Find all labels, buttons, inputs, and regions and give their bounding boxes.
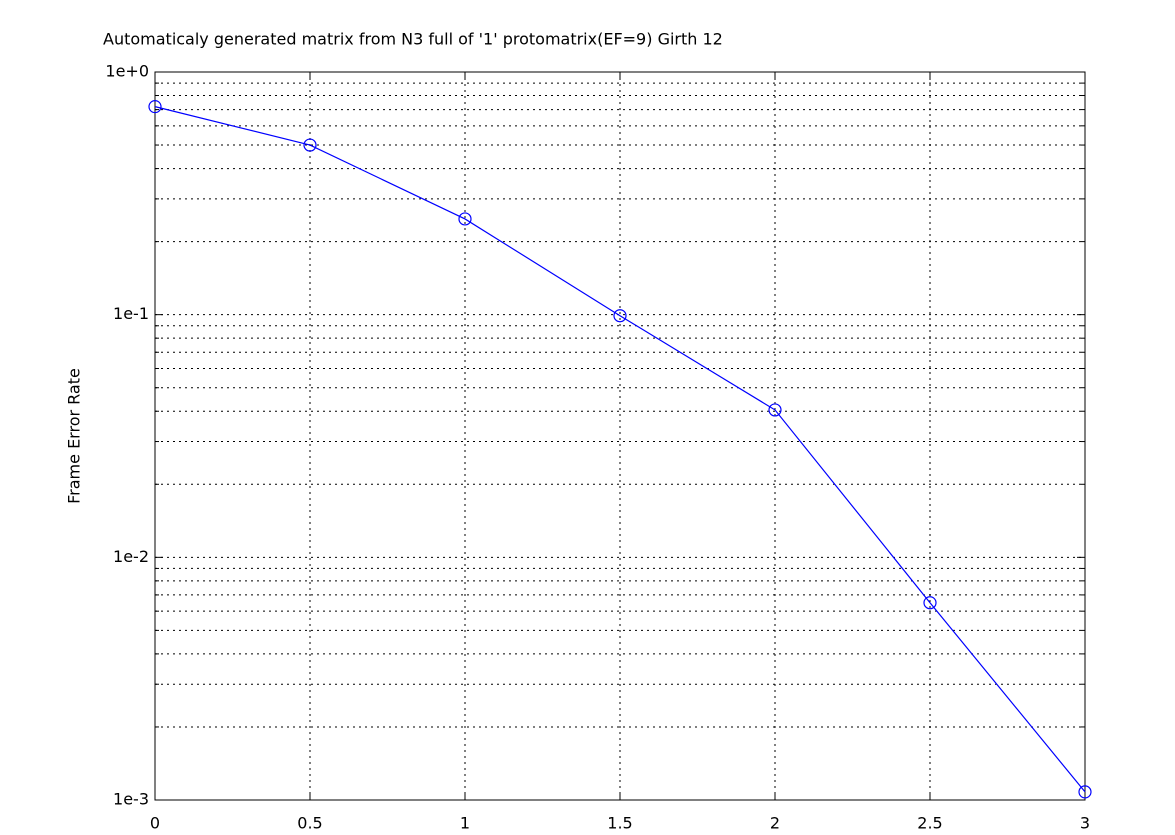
y-tick-label: 1e+0 xyxy=(105,62,149,81)
x-tick-label: 2 xyxy=(770,814,780,833)
data-point xyxy=(613,309,627,323)
data-point xyxy=(1078,785,1092,799)
x-tick-label: 3 xyxy=(1080,814,1090,833)
data-point xyxy=(923,596,937,610)
data-point xyxy=(458,212,472,226)
x-tick-label: 0 xyxy=(150,814,160,833)
data-point xyxy=(768,403,782,417)
data-point xyxy=(303,138,317,152)
y-tick-label: 1e-2 xyxy=(113,547,149,566)
x-tick-label: 0.5 xyxy=(297,814,322,833)
data-point xyxy=(148,100,162,114)
x-tick-label: 2.5 xyxy=(917,814,942,833)
x-tick-label: 1.5 xyxy=(607,814,632,833)
series-line xyxy=(154,106,1086,793)
x-tick-label: 1 xyxy=(460,814,470,833)
y-axis-label: Frame Error Rate xyxy=(65,368,84,504)
y-tick-label: 1e-1 xyxy=(113,304,149,323)
chart-title: Automaticaly generated matrix from N3 fu… xyxy=(103,30,723,49)
y-tick-label: 1e-3 xyxy=(113,790,149,809)
